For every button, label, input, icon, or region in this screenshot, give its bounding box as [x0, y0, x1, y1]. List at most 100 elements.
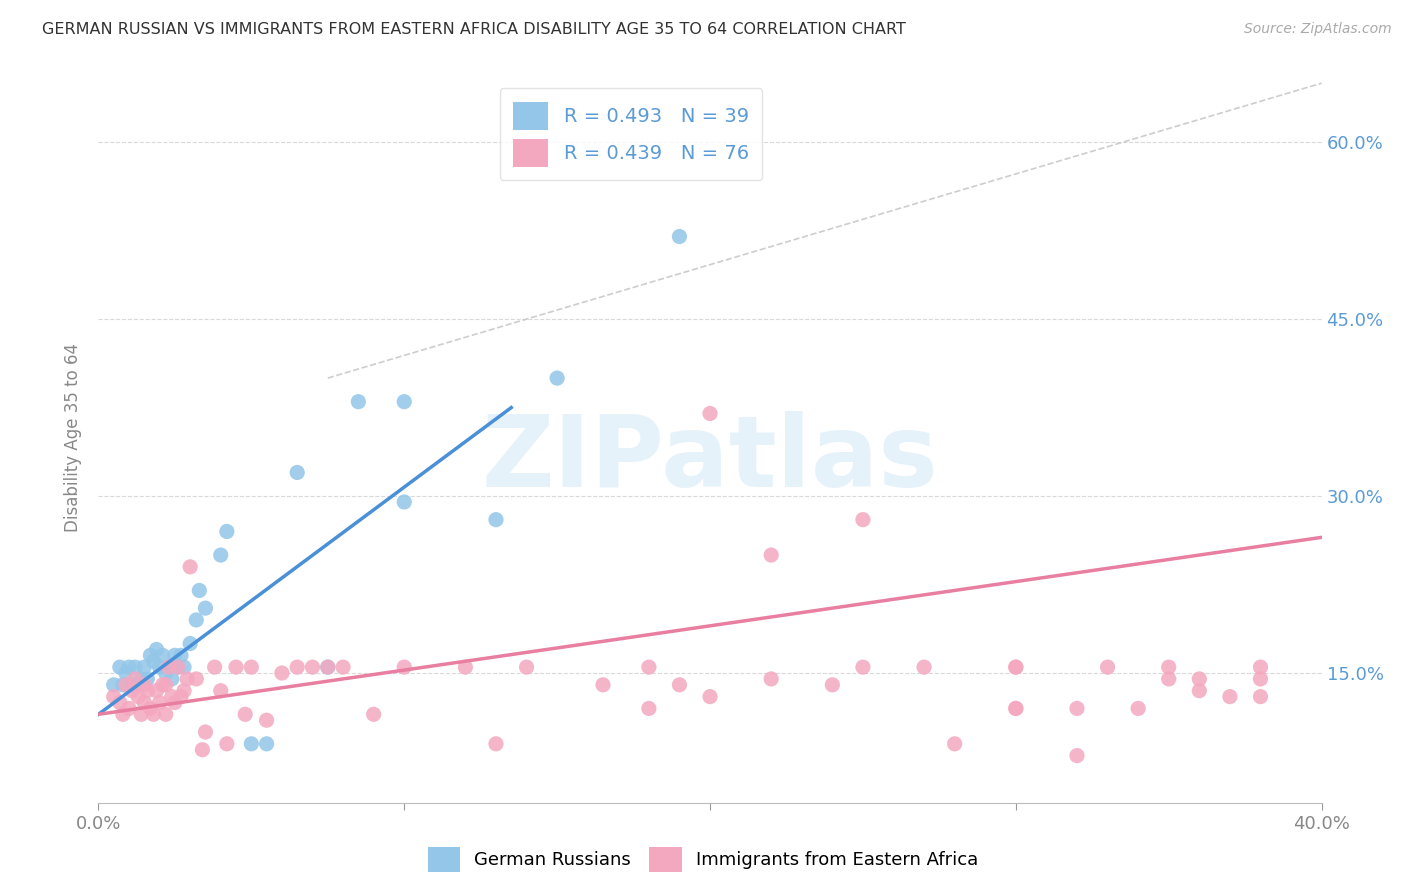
Point	[1066, 748, 1088, 763]
Point	[103, 690, 125, 704]
Point	[163, 696, 186, 710]
Point	[637, 701, 661, 715]
Point	[145, 642, 167, 657]
Point	[194, 725, 217, 739]
Point	[1249, 690, 1271, 704]
Point	[1188, 683, 1211, 698]
Y-axis label: Disability Age 35 to 64: Disability Age 35 to 64	[65, 343, 83, 532]
Point	[121, 678, 143, 692]
Text: ZIPatlas: ZIPatlas	[482, 410, 938, 508]
Point	[127, 678, 149, 692]
Point	[225, 660, 247, 674]
Point	[1249, 672, 1271, 686]
Point	[759, 548, 782, 562]
Point	[821, 678, 844, 692]
Point	[129, 707, 152, 722]
Point	[160, 672, 183, 686]
Point	[121, 683, 143, 698]
Point	[1157, 660, 1180, 674]
Point	[145, 683, 167, 698]
Point	[1128, 701, 1150, 715]
Point	[392, 660, 416, 674]
Point	[134, 696, 156, 710]
Point	[108, 660, 131, 674]
Point	[912, 660, 935, 674]
Point	[142, 707, 165, 722]
Point	[115, 678, 138, 692]
Point	[136, 672, 159, 686]
Point	[111, 678, 134, 692]
Point	[392, 394, 416, 409]
Point	[1004, 660, 1026, 674]
Point	[179, 559, 201, 574]
Point	[118, 701, 141, 715]
Point	[167, 660, 190, 674]
Point	[316, 660, 339, 674]
Point	[173, 683, 195, 698]
Point	[136, 683, 159, 698]
Text: GERMAN RUSSIAN VS IMMIGRANTS FROM EASTERN AFRICA DISABILITY AGE 35 TO 64 CORRELA: GERMAN RUSSIAN VS IMMIGRANTS FROM EASTER…	[42, 22, 905, 37]
Point	[332, 660, 354, 674]
Point	[191, 742, 214, 756]
Point	[270, 666, 292, 681]
Point	[943, 737, 966, 751]
Point	[139, 701, 162, 715]
Point	[454, 660, 477, 674]
Point	[852, 513, 875, 527]
Point	[516, 660, 538, 674]
Point	[155, 707, 177, 722]
Text: Source: ZipAtlas.com: Source: ZipAtlas.com	[1244, 22, 1392, 37]
Point	[179, 636, 201, 650]
Point	[301, 660, 323, 674]
Point	[668, 678, 690, 692]
Point	[134, 660, 156, 674]
Point	[285, 660, 308, 674]
Point	[155, 666, 177, 681]
Point	[186, 672, 208, 686]
Point	[1004, 660, 1026, 674]
Point	[152, 678, 174, 692]
Point	[167, 660, 190, 674]
Point	[134, 678, 156, 692]
Point	[149, 660, 172, 674]
Point	[1004, 701, 1026, 715]
Point	[209, 548, 232, 562]
Point	[129, 672, 152, 686]
Point	[170, 648, 193, 663]
Point	[240, 737, 263, 751]
Point	[546, 371, 568, 385]
Point	[108, 696, 131, 710]
Point	[157, 660, 180, 674]
Point	[124, 660, 146, 674]
Point	[256, 737, 278, 751]
Point	[347, 394, 370, 409]
Point	[759, 672, 782, 686]
Point	[155, 678, 177, 692]
Point	[1004, 701, 1026, 715]
Point	[316, 660, 339, 674]
Point	[173, 660, 195, 674]
Point	[157, 660, 180, 674]
Point	[1188, 672, 1211, 686]
Point	[163, 648, 186, 663]
Point	[124, 672, 146, 686]
Point	[637, 660, 661, 674]
Point	[103, 678, 125, 692]
Point	[215, 737, 238, 751]
Point	[139, 648, 162, 663]
Legend: R = 0.493   N = 39, R = 0.439   N = 76: R = 0.493 N = 39, R = 0.439 N = 76	[499, 88, 762, 180]
Point	[170, 690, 193, 704]
Point	[592, 678, 614, 692]
Point	[142, 654, 165, 668]
Point	[363, 707, 385, 722]
Point	[188, 583, 211, 598]
Point	[285, 466, 308, 480]
Point	[118, 660, 141, 674]
Point	[240, 660, 263, 674]
Point	[1157, 672, 1180, 686]
Point	[186, 613, 208, 627]
Point	[233, 707, 256, 722]
Point	[852, 660, 875, 674]
Point	[127, 690, 149, 704]
Point	[1097, 660, 1119, 674]
